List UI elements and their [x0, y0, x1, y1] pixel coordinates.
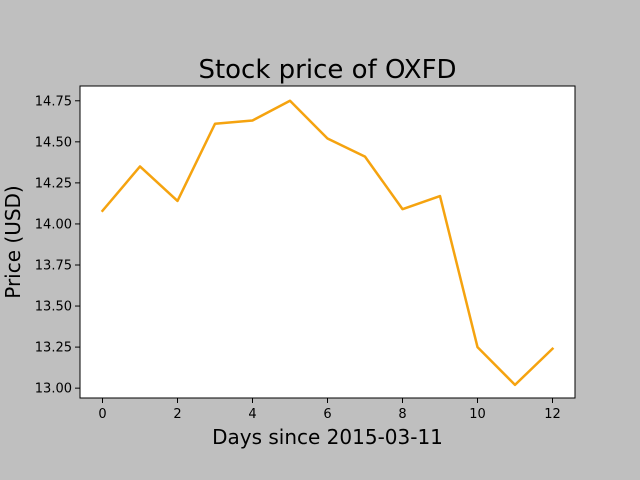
x-tick-label: 12 [544, 407, 561, 422]
x-tick-label: 4 [248, 407, 256, 422]
y-tick-label: 14.25 [35, 176, 72, 191]
series-layer [100, 99, 555, 387]
x-tick-label: 8 [398, 407, 406, 422]
plot-area [79, 85, 576, 399]
x-axis-label: Days since 2015-03-11 [212, 425, 443, 449]
y-tick-label: 13.75 [35, 258, 72, 273]
x-tick-label: 0 [98, 407, 106, 422]
y-tick-label: 14.50 [35, 135, 72, 150]
x-tick-label: 10 [469, 407, 486, 422]
y-axis-label: Price (USD) [1, 185, 25, 299]
y-tick-label: 13.25 [35, 341, 72, 356]
y-tick-label: 13.50 [35, 300, 72, 315]
y-tick-label: 14.00 [35, 217, 72, 232]
y-tick-label: 13.00 [35, 382, 72, 397]
x-tick-label: 6 [323, 407, 331, 422]
x-tick-label: 2 [173, 407, 181, 422]
chart-title: Stock price of OXFD [198, 55, 456, 85]
y-tick-label: 14.75 [35, 94, 72, 109]
y-axis-ticks: 13.00 13.25 13.50 13.75 14.00 14.25 14.50 14.75 [35, 94, 80, 397]
x-axis-ticks: 0 2 4 6 8 10 12 [98, 398, 561, 422]
